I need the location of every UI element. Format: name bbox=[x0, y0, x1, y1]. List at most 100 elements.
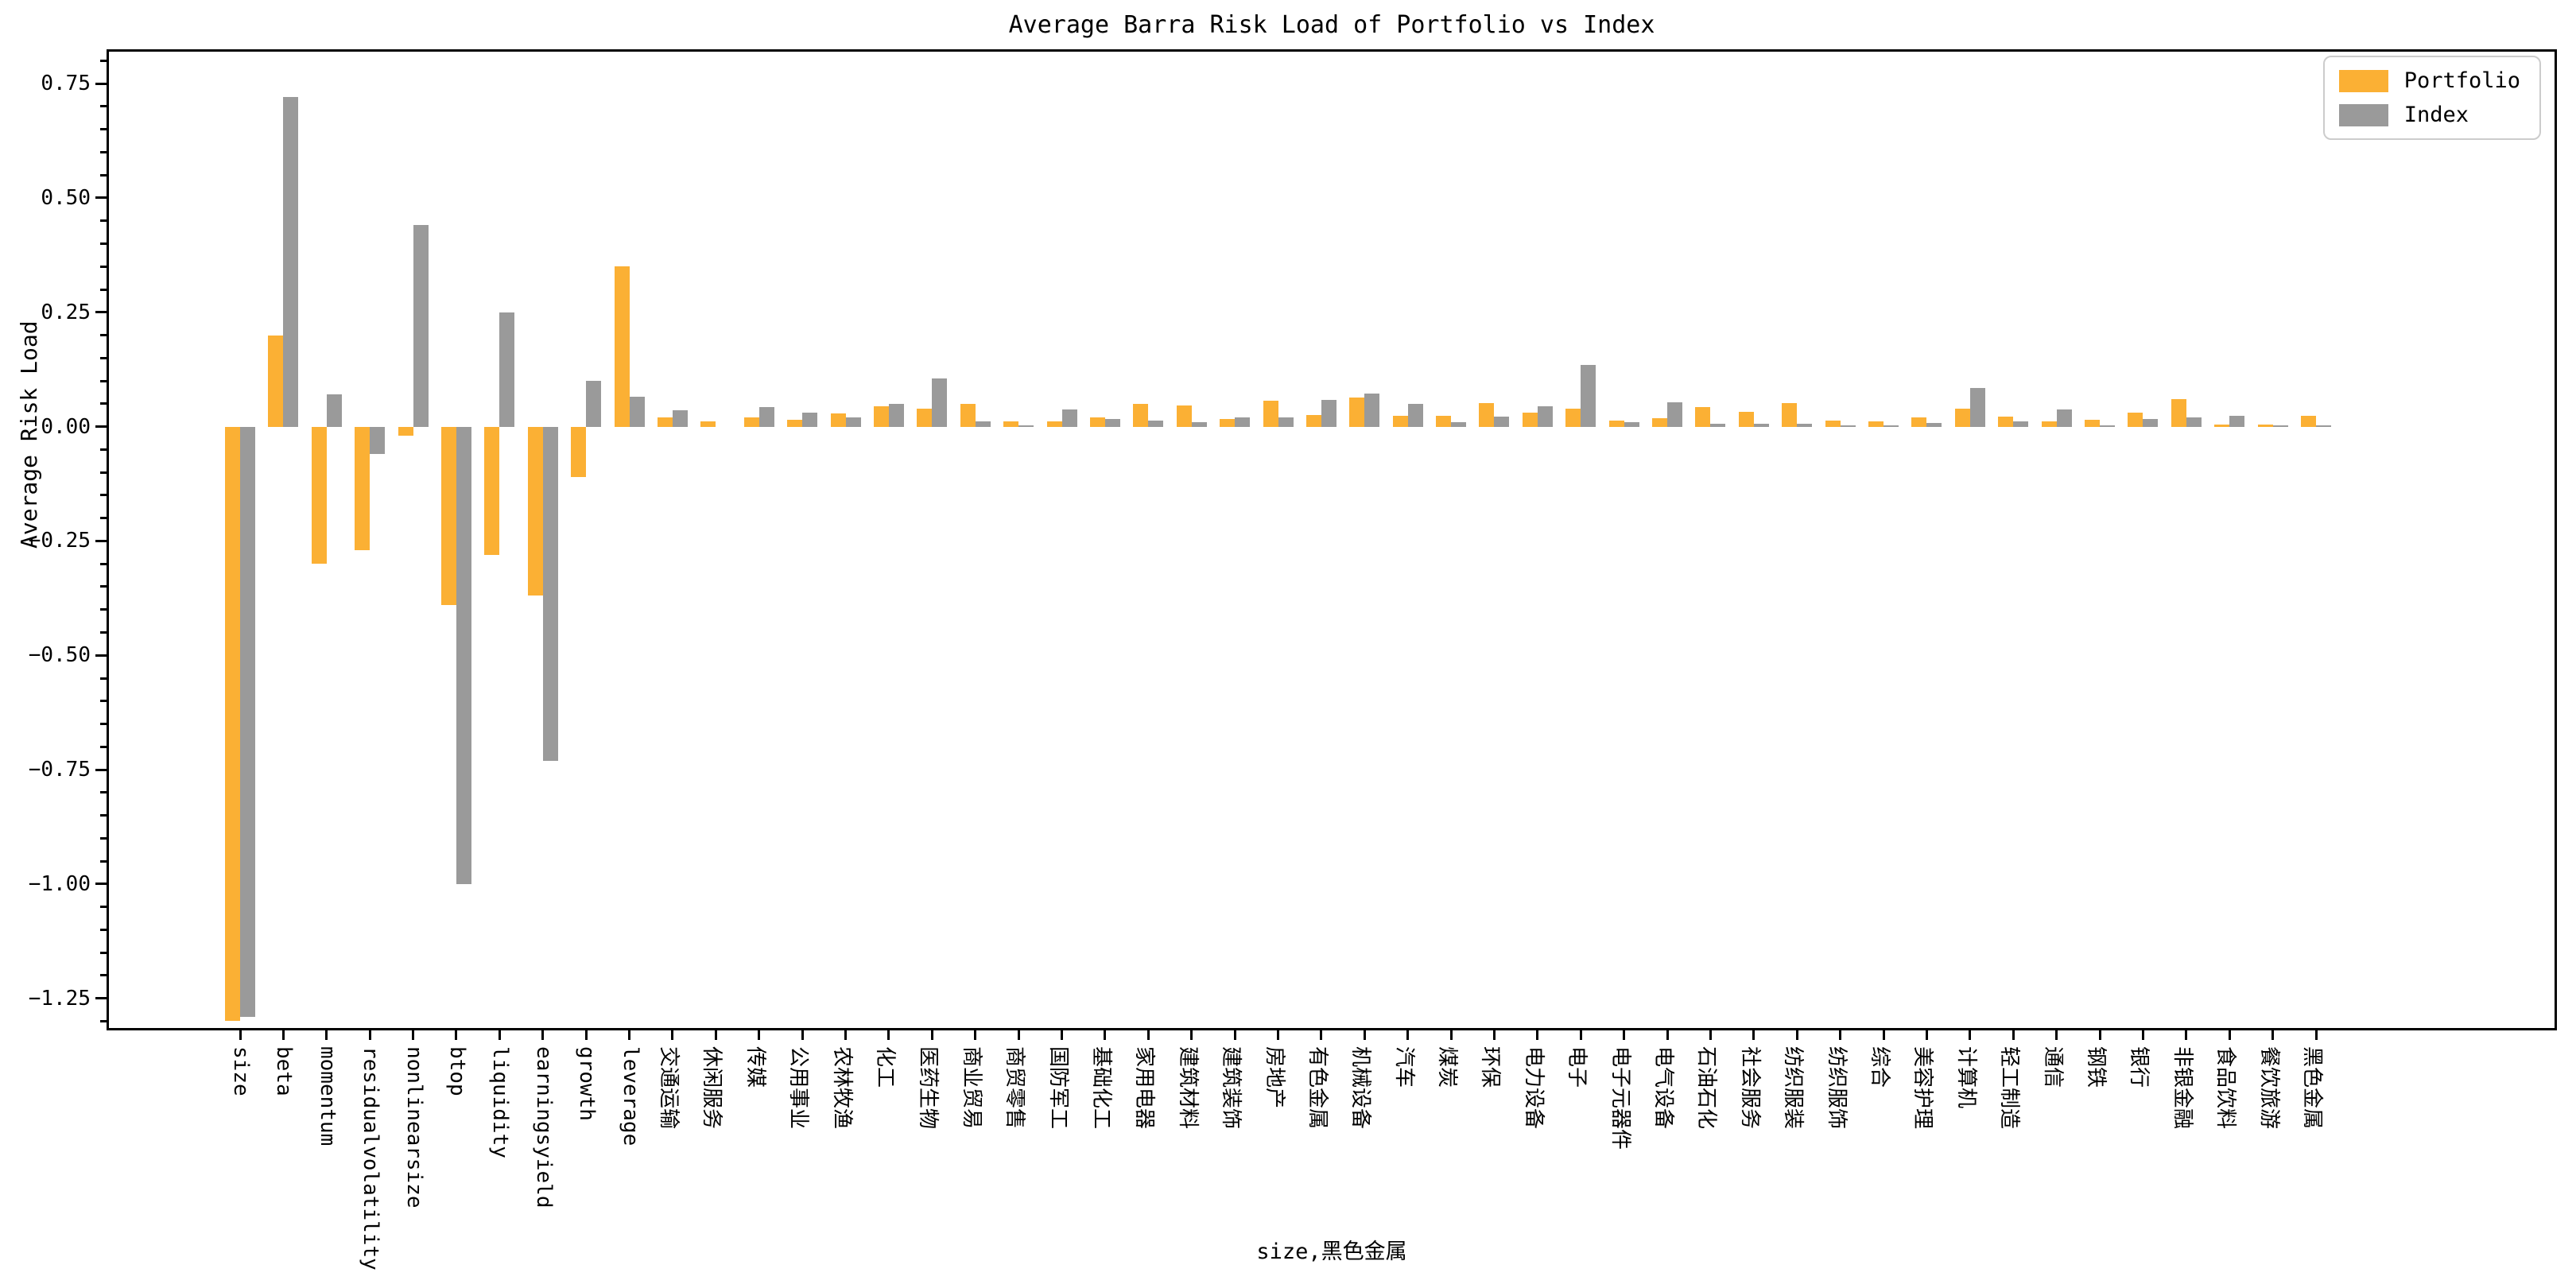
bar-portfolio bbox=[1782, 403, 1798, 427]
y-axis-tick-label: 0.50 bbox=[41, 185, 91, 210]
bar-index bbox=[672, 410, 688, 427]
y-axis-minor-tick bbox=[100, 836, 107, 840]
bar-portfolio bbox=[1176, 405, 1192, 427]
x-axis-tick-label: size bbox=[229, 1046, 253, 1096]
chart-title: Average Barra Risk Load of Portfolio vs … bbox=[1008, 11, 1655, 39]
bar-portfolio bbox=[2214, 425, 2230, 427]
x-axis-tick-label: earningsyield bbox=[531, 1046, 556, 1208]
y-axis-minor-tick bbox=[100, 219, 107, 223]
y-axis-major-tick bbox=[95, 997, 107, 1000]
x-axis-tick bbox=[930, 1030, 933, 1040]
x-axis-tick-label: 交通运输 bbox=[656, 1046, 681, 1130]
x-axis-tick bbox=[541, 1030, 545, 1040]
x-axis-tick-label: 休闲服务 bbox=[700, 1046, 724, 1130]
x-axis-tick bbox=[1017, 1030, 1020, 1040]
x-axis-tick-label: 钢铁 bbox=[2084, 1046, 2109, 1088]
y-axis-minor-tick bbox=[100, 974, 107, 977]
bar-index bbox=[1494, 416, 1510, 427]
y-axis-tick-label: −0.50 bbox=[28, 643, 91, 668]
bar-index bbox=[932, 378, 948, 427]
bar-portfolio bbox=[1911, 417, 1927, 427]
bar-portfolio bbox=[1349, 397, 1365, 427]
x-axis-tick-label: momentum bbox=[315, 1046, 339, 1146]
x-axis-tick bbox=[801, 1030, 804, 1040]
bar-index bbox=[2186, 417, 2202, 427]
y-axis-tick-label: −1.25 bbox=[28, 986, 91, 1011]
bar-portfolio bbox=[398, 426, 413, 436]
bar-index bbox=[1537, 405, 1553, 427]
x-axis-tick bbox=[281, 1030, 285, 1040]
x-axis-tick-label: 公用事业 bbox=[786, 1046, 811, 1130]
bar-portfolio bbox=[2257, 424, 2273, 427]
bar-portfolio bbox=[225, 426, 240, 1022]
bar-index bbox=[2013, 421, 2029, 427]
legend-label-index: Index bbox=[2403, 103, 2469, 127]
bar-portfolio bbox=[484, 426, 500, 555]
bar-index bbox=[1624, 422, 1639, 427]
bar-index bbox=[240, 426, 255, 1017]
bar-portfolio bbox=[700, 421, 716, 427]
y-axis-minor-tick bbox=[100, 1019, 107, 1022]
bar-index bbox=[975, 421, 991, 427]
bar-portfolio bbox=[743, 417, 759, 427]
bar-index bbox=[802, 412, 818, 427]
bar-portfolio bbox=[787, 419, 803, 427]
bar-index bbox=[1797, 423, 1813, 427]
x-axis-tick-label: beta bbox=[272, 1046, 297, 1096]
y-axis-major-tick bbox=[95, 311, 107, 314]
x-axis-tick-label: 综合 bbox=[1868, 1046, 1892, 1088]
y-axis-minor-tick bbox=[100, 105, 107, 108]
bar-index bbox=[499, 312, 515, 427]
x-axis-tick bbox=[1839, 1030, 1842, 1040]
y-axis-minor-tick bbox=[100, 745, 107, 748]
x-axis-tick-label: 商业贸易 bbox=[959, 1046, 983, 1130]
bar-index bbox=[1148, 421, 1164, 427]
bar-portfolio bbox=[2041, 421, 2057, 427]
plot-area bbox=[107, 49, 2557, 1030]
y-axis-minor-tick bbox=[100, 630, 107, 634]
bar-portfolio bbox=[311, 426, 327, 564]
bar-index bbox=[2316, 425, 2331, 427]
x-axis-tick bbox=[2098, 1030, 2101, 1040]
x-axis-tick bbox=[239, 1030, 242, 1040]
bar-portfolio bbox=[527, 426, 543, 596]
y-axis-major-tick bbox=[95, 654, 107, 657]
x-axis-tick bbox=[1320, 1030, 1323, 1040]
x-axis-tick bbox=[974, 1030, 977, 1040]
bar-portfolio bbox=[571, 426, 587, 477]
bar-portfolio bbox=[2085, 419, 2101, 427]
y-axis-minor-tick bbox=[100, 288, 107, 291]
bar-index bbox=[1235, 417, 1251, 427]
y-axis-tick-label: −0.25 bbox=[28, 529, 91, 553]
x-axis-tick-label: 电子元器件 bbox=[1608, 1046, 1632, 1150]
y-axis-minor-tick bbox=[100, 928, 107, 931]
x-axis-tick bbox=[1363, 1030, 1366, 1040]
x-axis-tick-label: growth bbox=[575, 1046, 599, 1121]
x-axis-tick bbox=[1104, 1030, 1107, 1040]
x-axis-tick-label: 电力设备 bbox=[1521, 1046, 1546, 1130]
y-axis-tick-label: 0.25 bbox=[41, 300, 91, 324]
x-axis-tick bbox=[671, 1030, 674, 1040]
x-axis-tick-label: 农林牧渔 bbox=[829, 1046, 854, 1130]
bar-portfolio bbox=[2171, 399, 2186, 427]
y-axis-major-tick bbox=[95, 768, 107, 771]
y-axis-minor-tick bbox=[100, 128, 107, 131]
y-axis-minor-tick bbox=[100, 402, 107, 405]
bar-portfolio bbox=[657, 417, 673, 427]
x-axis-tick-label: 黑色金属 bbox=[2300, 1046, 2324, 1130]
x-axis-tick-label: 家用电器 bbox=[1132, 1046, 1157, 1130]
bar-index bbox=[326, 394, 342, 427]
y-axis-minor-tick bbox=[100, 334, 107, 337]
bar-index bbox=[1278, 417, 1294, 427]
bar-portfolio bbox=[1046, 421, 1062, 427]
bar-index bbox=[1753, 424, 1769, 427]
bar-portfolio bbox=[1133, 403, 1149, 427]
x-axis-tick-label: liquidity bbox=[488, 1046, 513, 1158]
bar-portfolio bbox=[917, 409, 933, 427]
x-axis-tick bbox=[368, 1030, 371, 1040]
bar-portfolio bbox=[1522, 412, 1538, 427]
x-axis-tick bbox=[2185, 1030, 2188, 1040]
y-axis-minor-tick bbox=[100, 448, 107, 451]
bar-index bbox=[1321, 400, 1336, 427]
bar-portfolio bbox=[960, 404, 976, 427]
